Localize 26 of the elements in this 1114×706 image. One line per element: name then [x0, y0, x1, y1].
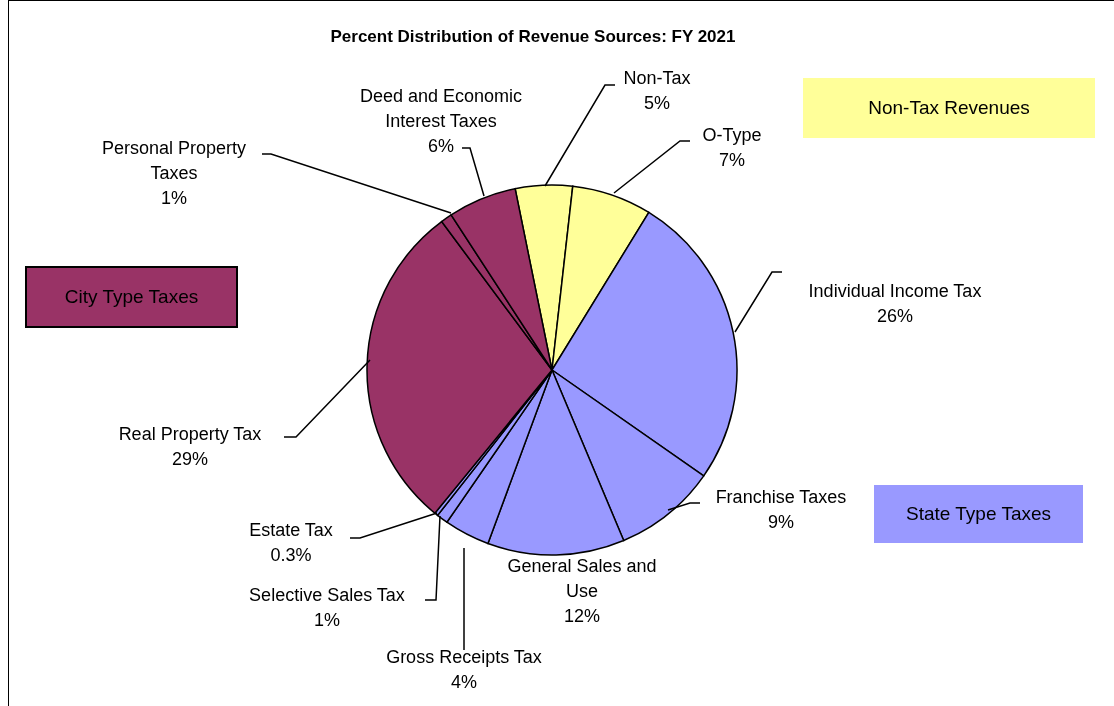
- data-label: 6%: [427, 136, 455, 156]
- slice-label: O-Type: [702, 125, 762, 145]
- slice-label: Selective Sales Tax: [249, 585, 405, 605]
- data-label: 0.3%: [270, 545, 312, 565]
- data-label: 29%: [171, 449, 209, 469]
- data-label: 9%: [767, 512, 795, 532]
- slice-label: Estate Tax: [249, 520, 333, 540]
- slice-label: Deed and Economic Interest Taxes: [359, 86, 523, 131]
- data-label: 1%: [313, 610, 341, 630]
- data-label: 12%: [563, 606, 601, 626]
- text: Non-Tax Revenues: [868, 97, 1030, 118]
- slice-label: General Sales and Use: [507, 556, 657, 601]
- chart-title: Percent Distribution of Revenue Sources: FY 2021: [330, 27, 736, 46]
- data-label: 5%: [643, 93, 671, 113]
- text: City Type Taxes: [64, 286, 199, 307]
- text: State Type Taxes: [905, 503, 1052, 524]
- slice-label: Non-Tax: [623, 68, 691, 88]
- data-label: 7%: [718, 150, 746, 170]
- slice-label: Franchise Taxes: [715, 487, 847, 507]
- slice-label: Real Property Tax: [118, 424, 262, 444]
- slice-label: Personal Property Taxes: [101, 138, 247, 183]
- data-label: 4%: [450, 672, 478, 692]
- data-label: 26%: [876, 306, 914, 326]
- slice-label: Gross Receipts Tax: [386, 647, 542, 667]
- slice-label: Individual Income Tax: [808, 281, 982, 301]
- data-label: 1%: [160, 188, 188, 208]
